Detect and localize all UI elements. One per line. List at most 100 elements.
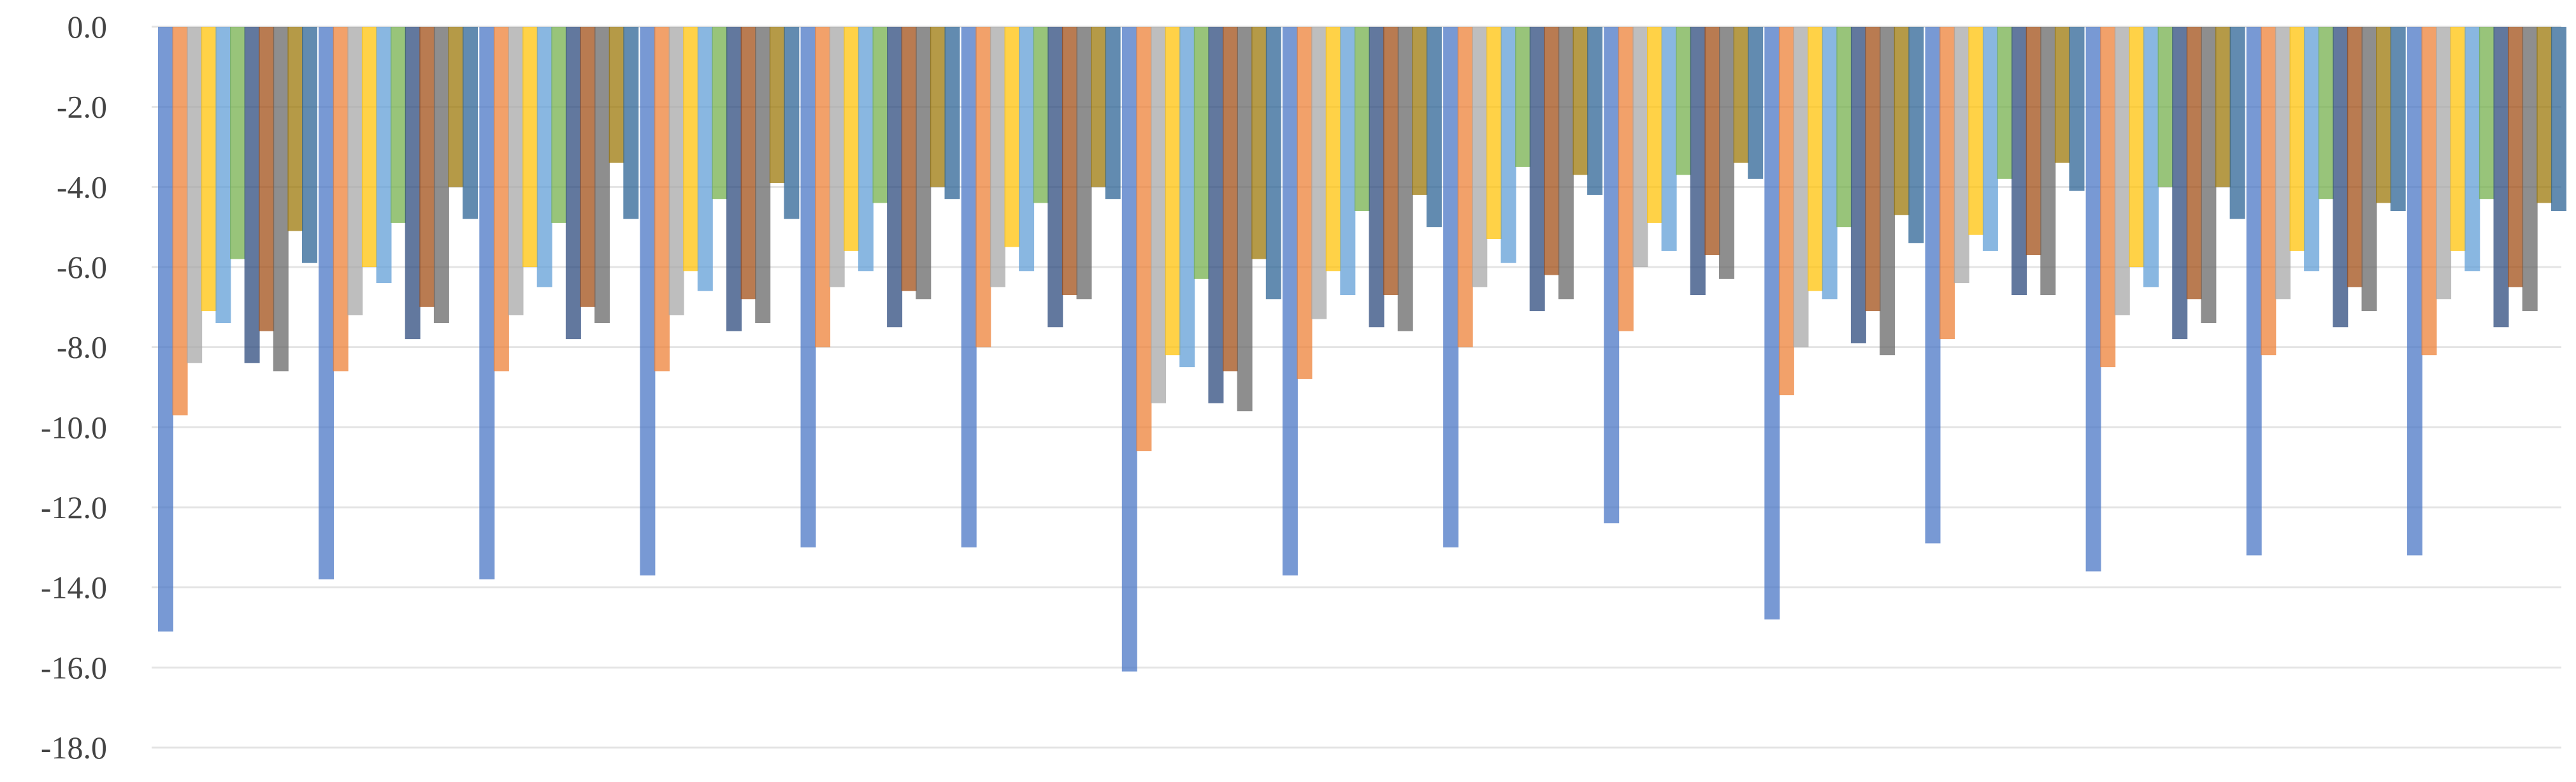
bar-series-3-group-7 <box>1151 27 1166 403</box>
bar-series-10-group-14 <box>2376 27 2392 203</box>
bar-series-2-group-15 <box>2421 27 2437 356</box>
bar-series-7-group-4 <box>726 27 742 331</box>
bar-series-6-group-12 <box>1997 27 2013 179</box>
bar-series-10-group-3 <box>608 27 624 163</box>
bar-series-8-group-10 <box>1704 27 1720 256</box>
bar-series-2-group-11 <box>1778 27 1794 396</box>
bar-series-11-group-7 <box>1265 27 1281 300</box>
bar-series-11-group-10 <box>1748 27 1764 179</box>
bar-series-8-group-7 <box>1223 27 1238 372</box>
bar-series-3-group-1 <box>187 27 203 363</box>
bar-series-10-group-1 <box>287 27 303 231</box>
bar-series-4-group-15 <box>2450 27 2466 251</box>
bar-series-1-group-12 <box>1925 27 1941 544</box>
bar-series-9-group-8 <box>1397 27 1413 331</box>
bar-series-2-group-10 <box>1618 27 1634 331</box>
bar-series-8-group-12 <box>2026 27 2041 256</box>
y-tick-label: -12.0 <box>41 489 107 525</box>
bar-series-1-group-15 <box>2407 27 2422 556</box>
bar-series-4-group-5 <box>844 27 860 251</box>
bar-series-10-group-2 <box>448 27 464 187</box>
bar-series-10-group-10 <box>1733 27 1749 163</box>
bar-series-6-group-4 <box>712 27 728 199</box>
bar-series-9-group-11 <box>1880 27 1896 356</box>
bar-series-10-group-12 <box>2054 27 2070 163</box>
bar-series-2-group-13 <box>2100 27 2116 368</box>
bar-series-10-group-7 <box>1251 27 1267 259</box>
bar-series-8-group-6 <box>1061 27 1077 295</box>
bar-series-3-group-13 <box>2114 27 2130 315</box>
bar-series-9-group-3 <box>594 27 610 323</box>
bar-series-4-group-1 <box>201 27 217 312</box>
bar-series-10-group-8 <box>1412 27 1428 195</box>
bar-series-6-group-14 <box>2318 27 2334 199</box>
bar-series-7-group-8 <box>1369 27 1385 328</box>
bar-series-7-group-13 <box>2172 27 2188 340</box>
bar-series-9-group-7 <box>1237 27 1253 412</box>
bar-series-5-group-9 <box>1500 27 1516 263</box>
bar-series-11-group-5 <box>944 27 960 199</box>
bar-series-11-group-14 <box>2390 27 2406 211</box>
bar-series-1-group-3 <box>479 27 495 580</box>
bar-series-8-group-4 <box>740 27 756 300</box>
bar-series-4-group-3 <box>522 27 538 267</box>
y-tick-label: 0.0 <box>68 9 108 45</box>
bar-series-10-group-13 <box>2215 27 2231 187</box>
bar-series-1-group-7 <box>1121 27 1137 672</box>
bar-series-5-group-12 <box>1982 27 1998 251</box>
y-tick-label: -4.0 <box>57 169 107 205</box>
bar-series-2-group-3 <box>493 27 509 372</box>
bar-series-5-group-3 <box>536 27 552 287</box>
bar-series-5-group-6 <box>1019 27 1035 272</box>
bar-series-7-group-14 <box>2333 27 2349 328</box>
bar-series-4-group-7 <box>1165 27 1181 356</box>
bar-series-1-group-6 <box>961 27 977 547</box>
bars <box>158 27 2566 672</box>
y-tick-label: -6.0 <box>57 249 107 285</box>
bar-series-9-group-5 <box>916 27 932 300</box>
y-tick-label: -2.0 <box>57 89 107 125</box>
bar-series-3-group-11 <box>1793 27 1809 347</box>
bar-series-7-group-6 <box>1047 27 1063 328</box>
bar-series-2-group-4 <box>654 27 670 372</box>
bar-series-3-group-9 <box>1472 27 1488 287</box>
bar-series-1-group-1 <box>158 27 173 632</box>
bar-series-8-group-14 <box>2347 27 2363 287</box>
bar-series-1-group-11 <box>1764 27 1780 619</box>
bar-series-3-group-12 <box>1954 27 1969 284</box>
bar-series-2-group-5 <box>815 27 831 347</box>
bar-series-4-group-4 <box>683 27 699 272</box>
bar-series-4-group-6 <box>1004 27 1020 247</box>
bar-series-3-group-2 <box>347 27 363 315</box>
bar-series-11-group-9 <box>1587 27 1603 195</box>
bar-series-2-group-6 <box>975 27 991 347</box>
bar-series-1-group-4 <box>640 27 656 576</box>
bar-series-11-group-13 <box>2229 27 2245 219</box>
bar-series-8-group-5 <box>901 27 917 291</box>
bar-series-10-group-15 <box>2536 27 2552 203</box>
bar-series-9-group-15 <box>2522 27 2538 312</box>
bar-series-2-group-14 <box>2261 27 2277 356</box>
bar-series-6-group-9 <box>1515 27 1531 167</box>
bar-series-9-group-4 <box>755 27 771 323</box>
bar-series-8-group-11 <box>1865 27 1881 312</box>
bar-series-1-group-5 <box>800 27 816 547</box>
bar-series-10-group-4 <box>769 27 785 184</box>
bar-series-9-group-10 <box>1719 27 1734 279</box>
y-axis-tick-labels: 0.0 -2.0 -4.0 -6.0 -8.0 -10.0 -12.0 -14.0 -16.0 -… <box>41 9 107 765</box>
y-tick-label: -14.0 <box>41 570 107 605</box>
bar-series-11-group-2 <box>463 27 479 219</box>
bar-series-11-group-12 <box>2069 27 2085 191</box>
bar-series-7-group-11 <box>1850 27 1866 344</box>
bar-series-8-group-1 <box>259 27 275 331</box>
bar-series-1-group-2 <box>319 27 335 580</box>
bar-series-11-group-3 <box>623 27 639 219</box>
bar-series-11-group-8 <box>1426 27 1442 228</box>
bar-series-11-group-4 <box>784 27 800 219</box>
bar-series-2-group-1 <box>172 27 188 416</box>
bar-series-2-group-9 <box>1457 27 1473 347</box>
bar-series-4-group-2 <box>361 27 377 267</box>
y-tick-label: -8.0 <box>57 329 107 365</box>
bar-series-4-group-8 <box>1325 27 1341 272</box>
bar-series-6-group-3 <box>551 27 567 223</box>
